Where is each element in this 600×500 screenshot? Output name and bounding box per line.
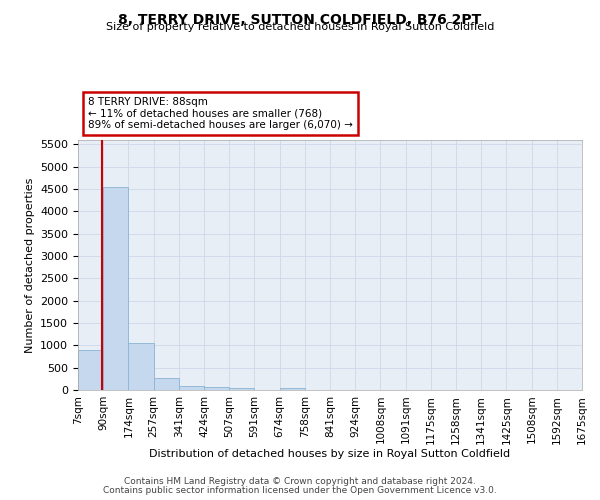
Bar [229, 388, 254, 390]
Bar [280, 388, 305, 390]
Text: Size of property relative to detached houses in Royal Sutton Coldfield: Size of property relative to detached ho… [106, 22, 494, 32]
Bar [78, 350, 103, 390]
Bar [128, 342, 154, 390]
Text: 8, TERRY DRIVE, SUTTON COLDFIELD, B76 2PT: 8, TERRY DRIVE, SUTTON COLDFIELD, B76 2P… [118, 12, 482, 26]
Text: 8 TERRY DRIVE: 88sqm
← 11% of detached houses are smaller (768)
89% of semi-deta: 8 TERRY DRIVE: 88sqm ← 11% of detached h… [88, 97, 353, 130]
Text: Contains HM Land Registry data © Crown copyright and database right 2024.: Contains HM Land Registry data © Crown c… [124, 478, 476, 486]
Bar [179, 386, 204, 390]
Text: Contains public sector information licensed under the Open Government Licence v3: Contains public sector information licen… [103, 486, 497, 495]
Bar [154, 378, 179, 390]
Y-axis label: Number of detached properties: Number of detached properties [25, 178, 35, 352]
X-axis label: Distribution of detached houses by size in Royal Sutton Coldfield: Distribution of detached houses by size … [149, 449, 511, 459]
Bar [103, 188, 128, 390]
Bar [204, 387, 229, 390]
